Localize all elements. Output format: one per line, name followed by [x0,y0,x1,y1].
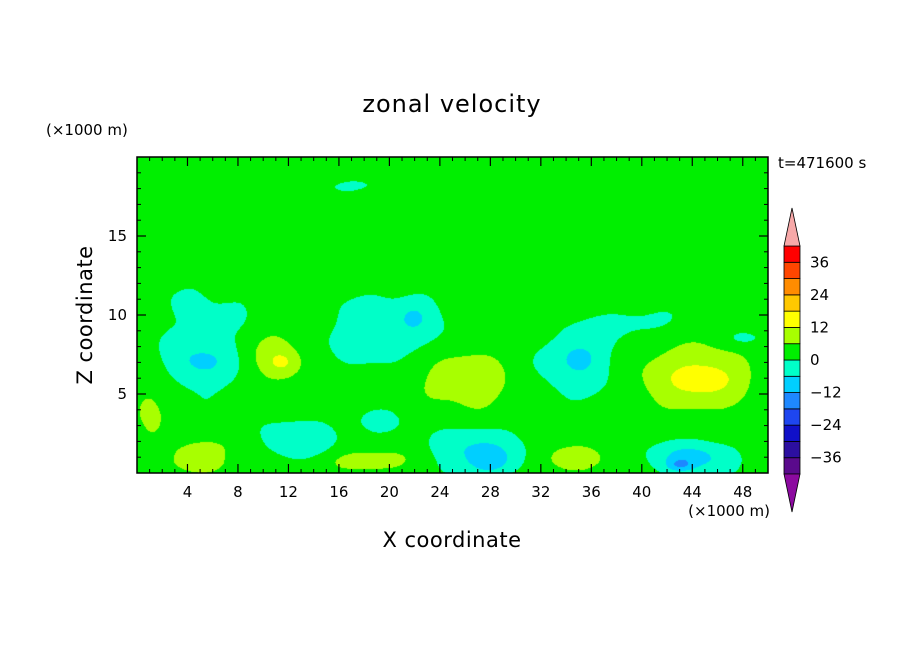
x-tick-label: 20 [380,483,399,501]
x-axis-unit: (×1000 m) [688,502,770,520]
y-axis-label: Z coordinate [73,245,97,384]
colorbar-band [783,294,801,312]
x-tick-label: 8 [233,483,243,501]
x-axis-ticks: 4 8 12 16 20 24 28 32 36 40 44 48 [149,157,756,501]
colorbar-under-arrow [783,473,801,513]
contour-field [137,157,768,473]
colorbar-band [783,424,801,442]
colorbar-band [783,327,801,345]
time-label: t=471600 s [778,154,866,172]
x-tick-label: 16 [329,483,348,501]
colorbar-tick-label: −24 [810,416,842,434]
colorbar-band [783,441,801,459]
colorbar-tick-label: 36 [810,253,829,271]
chart-title: zonal velocity [362,90,541,118]
x-tick-label: 48 [733,483,752,501]
x-tick-label: 4 [183,483,193,501]
x-tick-label: 12 [279,483,298,501]
x-tick-label: 36 [582,483,601,501]
x-tick-label: 28 [481,483,500,501]
plot-area [136,156,769,474]
y-tick-label: 10 [108,306,127,324]
colorbar-tick-label: −36 [810,449,842,467]
colorbar-tick-label: 24 [810,286,829,304]
x-axis-label: X coordinate [382,528,521,552]
colorbar-tick-label: −12 [810,384,842,402]
colorbar-band [783,245,801,263]
colorbar: 36 24 12 0 −12 −24 −36 [783,207,842,513]
colorbar-band [783,457,801,475]
colorbar-band [783,408,801,426]
y-tick-label: 5 [117,385,127,403]
colorbar-band [783,343,801,361]
x-tick-label: 32 [531,483,550,501]
y-axis-ticks: 5 10 15 [108,172,768,458]
colorbar-band [783,310,801,328]
colorbar-band [783,278,801,296]
colorbar-band [783,375,801,393]
colorbar-band [783,359,801,377]
x-tick-label: 44 [683,483,702,501]
colorbar-tick-label: 12 [810,318,829,336]
x-tick-label: 24 [430,483,449,501]
colorbar-over-arrow [783,207,801,247]
colorbar-tick-label: 0 [810,351,820,369]
colorbar-band [783,392,801,410]
y-axis-unit: (×1000 m) [46,121,128,139]
x-tick-label: 40 [632,483,651,501]
y-tick-label: 15 [108,227,127,245]
colorbar-band [783,261,801,279]
